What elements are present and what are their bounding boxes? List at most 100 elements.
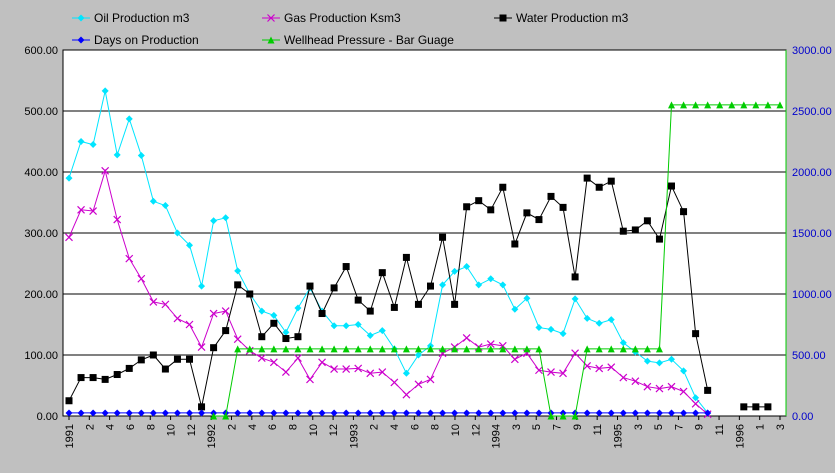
series-4-point [342, 345, 350, 353]
series-1-point [643, 382, 652, 391]
series-0-point [499, 281, 507, 289]
series-2-point [258, 333, 266, 341]
series-3-point [77, 409, 85, 417]
legend-label: Days on Production [94, 33, 199, 47]
series-2-point [499, 183, 507, 191]
series-0-point [487, 275, 495, 283]
series-3-point [125, 409, 133, 417]
series-2-point [366, 307, 374, 315]
series-3-point [186, 409, 193, 417]
series-3-point [390, 409, 398, 417]
series-3-point [475, 409, 483, 417]
series-2-point [198, 403, 206, 411]
series-0-point [511, 305, 519, 313]
x-tick-label: 4 [247, 424, 259, 430]
x-tick-label: 10 [308, 424, 320, 436]
series-3-point [173, 409, 181, 417]
series-2-point [390, 303, 398, 311]
series-0-point [463, 263, 471, 271]
series-1-point [547, 368, 555, 377]
series-3-point [511, 409, 519, 417]
series-3-point [161, 409, 169, 417]
series-1-point [691, 399, 700, 408]
series-2-point [631, 226, 639, 234]
series-4-point [414, 345, 422, 353]
legend-point [499, 14, 507, 22]
series-4-point [475, 345, 483, 353]
series-4-point [511, 345, 519, 353]
series-0-point [101, 87, 109, 95]
right-tick-label: 2000.00 [792, 167, 832, 179]
x-tick-label: 3 [633, 424, 645, 430]
series-3-point [439, 409, 447, 417]
series-3-point [704, 409, 712, 417]
series-3-point [643, 409, 651, 417]
series-0-point [113, 151, 121, 159]
series-0-point [559, 330, 567, 338]
series-4-point [378, 345, 386, 353]
series-0-point [186, 241, 193, 249]
series-1-point [667, 382, 676, 391]
series-4-point [294, 345, 302, 353]
series-4-point [210, 412, 218, 420]
series-4-point [499, 345, 507, 353]
series-4-point [318, 345, 326, 353]
series-4-point [463, 345, 471, 353]
series-1-point [65, 233, 73, 242]
series-layer [65, 87, 784, 420]
series-4-point [547, 412, 555, 420]
series-0-point [258, 307, 266, 315]
series-2-point [306, 282, 314, 290]
series-1-point [185, 320, 194, 329]
x-tick-label: 10 [450, 424, 462, 436]
series-2-point [680, 208, 688, 216]
series-4-point [535, 345, 543, 353]
legend-label: Water Production m3 [516, 11, 629, 25]
series-1-point [161, 300, 170, 309]
series-1-point [390, 378, 399, 387]
series-2-point [752, 403, 760, 411]
series-3-point [607, 409, 615, 417]
series-4-point [740, 101, 748, 109]
series-4-point [282, 345, 290, 353]
x-tick-label: 5 [531, 424, 543, 430]
left-tick-label: 200.00 [24, 289, 58, 301]
series-1-point [197, 343, 206, 351]
x-tick-label: 1992 [206, 424, 218, 448]
series-2-point [439, 233, 447, 241]
series-2-point [643, 217, 651, 225]
series-2-point [402, 253, 410, 261]
series-0-point [161, 202, 169, 210]
series-4-point [234, 345, 242, 353]
series-3-point [318, 409, 326, 417]
series-2-point [210, 344, 218, 352]
series-3-point [198, 409, 206, 417]
series-2-point [77, 374, 85, 382]
series-3-point [270, 409, 278, 417]
series-0-point [65, 174, 73, 182]
series-0-point [571, 295, 579, 303]
series-3-point [692, 409, 700, 417]
series-3-point [342, 409, 350, 417]
series-1-point [402, 390, 411, 399]
series-2-point [668, 182, 675, 190]
series-4-point [354, 345, 362, 353]
series-3-point [583, 409, 591, 417]
legend-label: Wellhead Pressure - Bar Guage [284, 33, 454, 47]
x-tick-label: 1995 [612, 424, 624, 448]
series-0-point [173, 229, 181, 237]
series-3-point [402, 409, 410, 417]
series-4-point [716, 101, 724, 109]
series-2-point [282, 335, 290, 343]
series-3-point [65, 409, 73, 417]
series-4-point [487, 345, 495, 353]
series-4-point [427, 345, 434, 353]
x-tick-label: 2 [369, 424, 381, 430]
series-3-point [631, 409, 639, 417]
series-2-point [246, 290, 254, 298]
series-3-point [294, 409, 302, 417]
series-4-point [764, 101, 772, 109]
legend: Oil Production m3 Gas Production Ksm3 Wate… [72, 11, 629, 47]
series-4-point [595, 345, 603, 353]
series-3-point [619, 409, 627, 417]
